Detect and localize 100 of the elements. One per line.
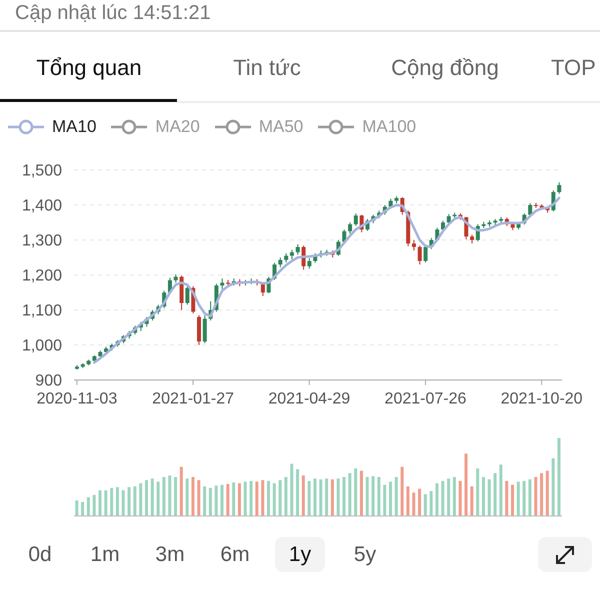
bar bbox=[470, 486, 474, 516]
y-tick-label: 1,500 bbox=[22, 162, 62, 180]
text: 1y bbox=[288, 543, 312, 566]
bar bbox=[488, 479, 491, 516]
text: Cộng đồng bbox=[391, 55, 499, 80]
text: 0d bbox=[28, 543, 52, 566]
bar bbox=[186, 478, 189, 516]
bar bbox=[174, 477, 178, 516]
bar bbox=[266, 480, 270, 516]
bar bbox=[510, 484, 514, 516]
bar bbox=[104, 490, 108, 516]
bar bbox=[208, 488, 212, 516]
candlestick bbox=[412, 240, 416, 251]
candlestick bbox=[557, 182, 562, 194]
bar bbox=[482, 477, 485, 516]
bar bbox=[244, 482, 247, 516]
bar bbox=[494, 473, 497, 516]
bar bbox=[144, 480, 148, 516]
bar bbox=[336, 478, 340, 516]
text: Tin tức bbox=[233, 55, 301, 80]
bar bbox=[238, 483, 241, 516]
bar bbox=[116, 487, 119, 516]
bar bbox=[342, 477, 346, 516]
bar bbox=[424, 494, 427, 516]
text: 1m bbox=[90, 543, 120, 566]
bar bbox=[534, 477, 538, 516]
bar bbox=[313, 478, 316, 516]
bar bbox=[325, 478, 328, 516]
candlestick bbox=[220, 278, 224, 290]
bar bbox=[540, 473, 544, 516]
candlestick bbox=[185, 285, 190, 306]
bar bbox=[226, 484, 230, 516]
bar bbox=[203, 486, 206, 516]
text: 6m bbox=[220, 543, 250, 566]
candlestick bbox=[290, 249, 294, 260]
bar bbox=[458, 480, 462, 516]
bar bbox=[499, 464, 502, 516]
x-tick-label: 2021-01-27 bbox=[152, 390, 234, 408]
bar bbox=[372, 476, 375, 516]
bar bbox=[319, 479, 322, 516]
bar bbox=[366, 477, 369, 516]
text: Cập nhật lúc 14:51:21 bbox=[15, 2, 211, 24]
bar bbox=[150, 478, 154, 516]
x-tick-label: 2020-11-03 bbox=[36, 390, 118, 408]
bar bbox=[447, 478, 450, 516]
bar bbox=[290, 464, 294, 516]
text: 3m bbox=[155, 543, 185, 566]
candlestick bbox=[354, 212, 358, 226]
legend-label: MA20 bbox=[155, 117, 200, 137]
bar bbox=[133, 486, 136, 516]
y-tick-label: 1,300 bbox=[22, 232, 62, 250]
x-tick-label: 2021-10-20 bbox=[500, 390, 583, 408]
bar bbox=[400, 466, 404, 516]
y-tick-label: 1,400 bbox=[22, 198, 62, 215]
bar bbox=[191, 477, 194, 516]
bar bbox=[522, 480, 526, 516]
y-tick-label: 1,200 bbox=[22, 268, 62, 285]
bar bbox=[360, 470, 363, 516]
bar bbox=[348, 473, 352, 516]
bar bbox=[388, 482, 392, 516]
legend-label: MA100 bbox=[362, 117, 416, 137]
bar bbox=[476, 468, 480, 516]
bar bbox=[92, 494, 96, 516]
bar bbox=[139, 483, 142, 516]
x-tick-label: 2021-07-26 bbox=[384, 390, 466, 408]
bar bbox=[197, 480, 200, 516]
bar bbox=[528, 479, 532, 516]
bar bbox=[214, 486, 218, 516]
legend-label: MA50 bbox=[258, 117, 304, 137]
bar bbox=[156, 482, 160, 516]
bar bbox=[552, 458, 555, 516]
bar bbox=[122, 490, 125, 516]
bar bbox=[296, 469, 300, 516]
bar bbox=[250, 480, 253, 516]
bar bbox=[81, 502, 84, 516]
bar bbox=[302, 475, 305, 516]
bar bbox=[557, 438, 560, 516]
bar bbox=[412, 492, 416, 516]
bar bbox=[232, 482, 236, 516]
text: TOP bbox=[551, 55, 596, 80]
candlestick bbox=[307, 258, 312, 270]
x-tick-label: 2021-04-29 bbox=[268, 390, 350, 408]
bar bbox=[354, 468, 358, 516]
bar bbox=[180, 466, 183, 516]
bar bbox=[128, 487, 131, 516]
bar bbox=[278, 480, 282, 516]
candlestick bbox=[296, 244, 300, 256]
candlestick bbox=[202, 314, 207, 344]
bar bbox=[452, 477, 456, 516]
bar bbox=[110, 488, 114, 516]
bar bbox=[330, 479, 334, 516]
candlestick bbox=[278, 257, 282, 268]
text: 5y bbox=[354, 543, 376, 566]
bar bbox=[168, 475, 172, 516]
bar bbox=[261, 480, 264, 516]
bar bbox=[435, 483, 438, 516]
legend-label: MA10 bbox=[52, 117, 96, 137]
bar bbox=[383, 484, 386, 516]
bar bbox=[308, 480, 311, 516]
bar bbox=[220, 484, 224, 516]
